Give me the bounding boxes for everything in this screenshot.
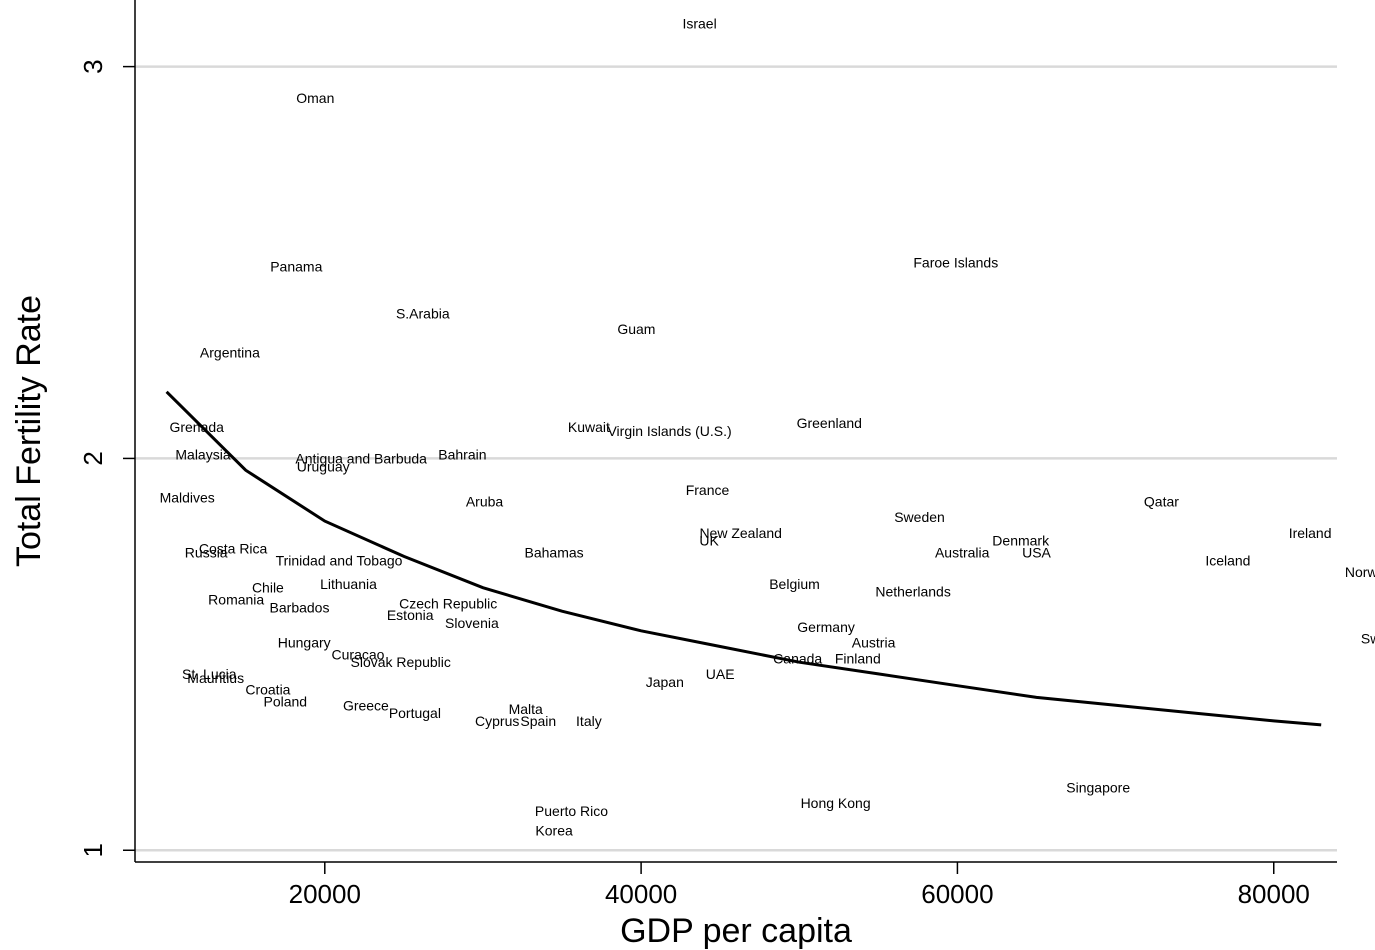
y-tick-label: 1 (78, 843, 108, 857)
point-label: Slovak Republic (351, 654, 451, 670)
point-label: Kuwait (568, 419, 610, 435)
point-label: Finland (835, 650, 881, 666)
point-label: Czech Republic (399, 595, 497, 611)
point-label: Spain (520, 713, 556, 729)
point-label: Guam (617, 321, 655, 337)
point-label: Uruguay (297, 458, 350, 474)
point-label: UAE (706, 666, 735, 682)
point-label: Portugal (389, 705, 441, 721)
x-tick-label: 60000 (921, 879, 993, 909)
point-label: St. Lucia (182, 666, 237, 682)
x-tick-label: 20000 (289, 879, 361, 909)
point-label: Korea (535, 823, 573, 839)
point-label: Netherlands (875, 584, 951, 600)
point-label: Panama (270, 258, 322, 274)
fit-curve (165, 390, 1322, 727)
point-label: Curacao (332, 646, 385, 662)
point-label: Chile (252, 580, 284, 596)
point-label: Faroe Islands (913, 255, 998, 271)
point-label: Croatia (245, 682, 290, 698)
point-label: Antigua and Barbuda (295, 450, 427, 466)
point-label: Switzerland (1361, 631, 1375, 647)
point-label: Canada (773, 650, 822, 666)
axes: 1 2 3 20000 40000 60000 80000 (78, 0, 1337, 909)
point-label: Maldives (160, 490, 215, 506)
point-labels: Israel Oman Panama Faroe Islands S.Arabia Gua… (160, 16, 1375, 839)
point-label: Trinidad and Tobago (276, 552, 403, 568)
y-tick-label: 3 (78, 59, 108, 73)
x-axis-title: GDP per capita (620, 912, 852, 950)
point-label: Singapore (1066, 780, 1130, 796)
point-label: Greece (343, 697, 389, 713)
point-label: Greenland (797, 415, 862, 431)
y-tick-label: 2 (78, 451, 108, 465)
point-label: Italy (576, 713, 602, 729)
point-label: Israel (682, 16, 716, 32)
point-label: Bahamas (525, 545, 584, 561)
point-label: Sweden (894, 509, 945, 525)
point-label: S.Arabia (396, 306, 450, 322)
point-label: Puerto Rico (535, 803, 608, 819)
x-tick-label: 40000 (605, 879, 677, 909)
point-label: UK (699, 533, 719, 549)
point-label: Estonia (387, 607, 434, 623)
point-label: Poland (264, 693, 308, 709)
point-label: Argentina (200, 345, 260, 361)
point-label: Lithuania (320, 576, 377, 592)
point-label: Cyprus (475, 713, 519, 729)
point-label: Qatar (1144, 494, 1179, 510)
point-label: Japan (646, 674, 684, 690)
point-label: Ireland (1289, 525, 1332, 541)
point-label: Grenada (169, 419, 224, 435)
point-label: New Zealand (699, 525, 782, 541)
gridlines (135, 65, 1337, 852)
y-axis-title: Total Fertility Rate (10, 295, 48, 567)
point-label: Hungary (278, 635, 331, 651)
point-label: Austria (852, 635, 896, 651)
point-label: Slovenia (445, 615, 499, 631)
point-label: Malta (509, 701, 543, 717)
point-label: Malaysia (175, 447, 230, 463)
point-label: Belgium (769, 576, 820, 592)
fit-curve-group (165, 390, 1322, 727)
x-tick-label: 80000 (1238, 879, 1310, 909)
point-label: Romania (208, 592, 264, 608)
point-label: Russia (185, 545, 228, 561)
point-label: USA (1022, 545, 1051, 561)
point-label: Costa Rica (199, 541, 268, 557)
point-label: Bahrain (438, 447, 486, 463)
point-label: Aruba (466, 494, 504, 510)
point-label: Australia (935, 545, 990, 561)
point-label: Norway (1345, 564, 1375, 580)
point-label: France (686, 482, 730, 498)
point-label: Mauritius (187, 670, 244, 686)
point-label: Iceland (1205, 552, 1250, 568)
point-label: Barbados (270, 599, 330, 615)
point-label: Germany (797, 619, 855, 635)
point-label: Virgin Islands (U.S.) (607, 423, 731, 439)
point-label: Denmark (992, 533, 1050, 549)
point-label: Oman (296, 90, 334, 106)
point-label: Hong Kong (801, 795, 871, 811)
